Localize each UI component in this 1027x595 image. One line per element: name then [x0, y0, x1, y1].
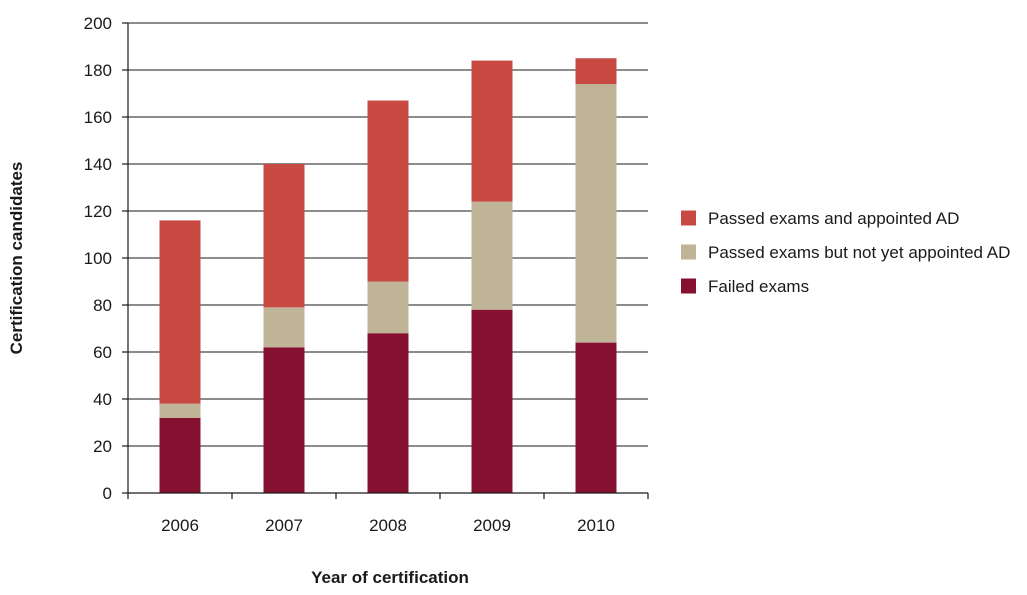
legend-label: Passed exams and appointed AD [708, 209, 959, 228]
legend-label: Passed exams but not yet appointed AD [708, 243, 1010, 262]
bar-segment-2009-failed-exams [471, 309, 513, 493]
y-tick-label: 160 [84, 108, 112, 127]
y-tick-label: 40 [93, 390, 112, 409]
bar-segment-2009-passed-exams-but-not-yet-appointed-ad [471, 201, 513, 310]
y-tick-label: 100 [84, 249, 112, 268]
bar-segment-2006-failed-exams [159, 417, 201, 493]
bar-segment-2008-passed-exams-and-appointed-ad [367, 100, 409, 282]
bar-segment-2006-passed-exams-and-appointed-ad [159, 220, 201, 404]
y-tick-label: 120 [84, 202, 112, 221]
bar-segment-2010-failed-exams [575, 342, 617, 493]
x-tick-label-2009: 2009 [473, 516, 511, 535]
x-tick-label-2008: 2008 [369, 516, 407, 535]
bar-segment-2010-passed-exams-and-appointed-ad [575, 58, 617, 85]
tick-labels: 0 20 40 60 80 100 120 140 160 180 200 2006 2007 2008 2… [84, 14, 615, 535]
legend-label: Failed exams [708, 277, 809, 296]
x-tick-label-2006: 2006 [161, 516, 199, 535]
bar-segment-2008-failed-exams [367, 333, 409, 493]
axes [122, 22, 649, 499]
y-tick-label: 140 [84, 155, 112, 174]
y-tick-label: 20 [93, 437, 112, 456]
legend-item: Passed exams and appointed AD [681, 209, 959, 228]
bars [159, 58, 617, 493]
y-tick-label: 60 [93, 343, 112, 362]
bar-segment-2006-passed-exams-but-not-yet-appointed-ad [159, 403, 201, 418]
x-axis-title: Year of certification [311, 568, 469, 587]
bar-segment-2007-failed-exams [263, 347, 305, 493]
y-tick-label: 200 [84, 14, 112, 33]
legend-swatch [681, 244, 696, 260]
bar-segment-2007-passed-exams-and-appointed-ad [263, 164, 305, 308]
y-tick-label: 80 [93, 296, 112, 315]
y-tick-label: 0 [103, 484, 112, 503]
bar-segment-2007-passed-exams-but-not-yet-appointed-ad [263, 307, 305, 348]
bar-segment-2009-passed-exams-and-appointed-ad [471, 60, 513, 202]
y-tick-label: 180 [84, 61, 112, 80]
bar-segment-2008-passed-exams-but-not-yet-appointed-ad [367, 281, 409, 334]
bar-segment-2010-passed-exams-but-not-yet-appointed-ad [575, 84, 617, 343]
legend: Passed exams and appointed AD Passed exam… [681, 209, 1010, 296]
x-tick-label-2010: 2010 [577, 516, 615, 535]
legend-item: Passed exams but not yet appointed AD [681, 243, 1010, 262]
legend-swatch [681, 210, 696, 226]
legend-swatch [681, 278, 696, 294]
legend-item: Failed exams [681, 277, 809, 296]
x-tick-label-2007: 2007 [265, 516, 303, 535]
y-axis-title: Certification candidates [7, 162, 26, 355]
